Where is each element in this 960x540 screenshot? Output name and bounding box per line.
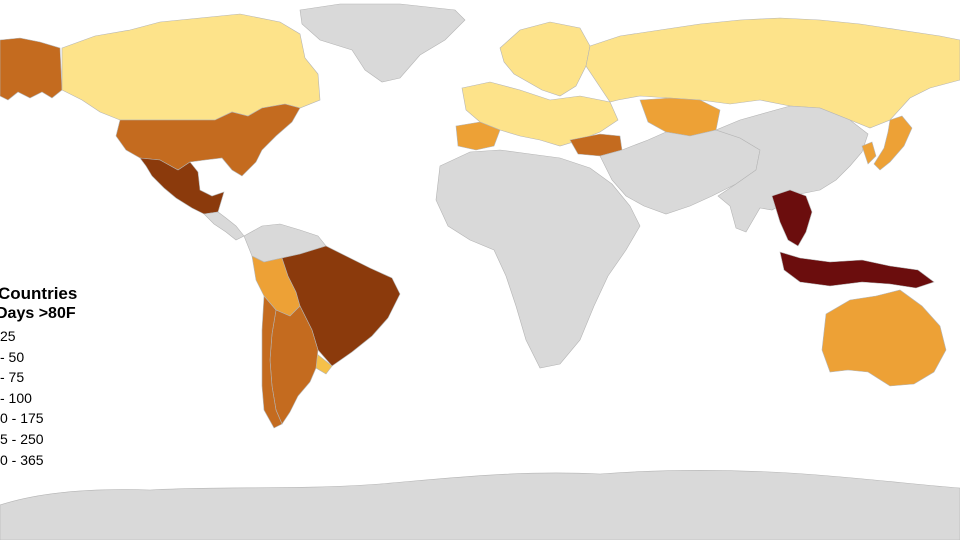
legend-item: - 50 [0, 347, 130, 368]
region-iberia [455, 121, 501, 151]
legend: Countries Days >80F 25 - 50 - 75 - 100 0… [0, 284, 130, 470]
legend-item-label: - 50 [0, 348, 25, 365]
region-southeast-asia [771, 189, 813, 247]
region-mexico [139, 157, 225, 215]
region-antarctica [0, 470, 960, 540]
region-scandinavia [499, 21, 591, 97]
legend-item: - 75 [0, 367, 130, 388]
region-canada [61, 13, 321, 121]
region-africa [435, 149, 641, 369]
legend-item: 0 - 365 [0, 450, 130, 471]
legend-title: Countries [0, 284, 78, 303]
region-alaska [0, 37, 63, 101]
legend-subtitle: Days >80F [0, 305, 76, 322]
region-kazakhstan [639, 97, 721, 137]
region-indonesia [779, 251, 935, 289]
legend-item: - 100 [0, 388, 130, 409]
legend-item-label: 0 - 365 [0, 451, 44, 468]
legend-item-label: - 75 [0, 369, 25, 386]
region-chile [261, 295, 283, 429]
region-australia [821, 289, 947, 387]
legend-item-label: 25 [0, 328, 16, 344]
legend-item-label: 5 - 250 [0, 430, 44, 447]
legend-item: 0 - 175 [0, 408, 130, 429]
legend-item-label: 0 - 175 [0, 410, 44, 427]
legend-item-label: - 100 [0, 389, 32, 406]
region-greenland [299, 3, 466, 83]
region-russia [585, 17, 960, 129]
region-central-america [203, 211, 245, 241]
region-korea [861, 141, 877, 165]
region-brazil [281, 245, 401, 367]
legend-item: 5 - 250 [0, 429, 130, 450]
region-japan [873, 115, 913, 171]
legend-item: 25 [0, 326, 130, 347]
